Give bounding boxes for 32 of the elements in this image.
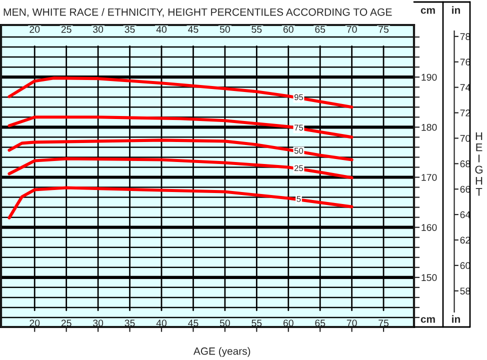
chart-title: MEN, WHITE RACE / ETHNICITY, HEIGHT PERCENTILES ACCORDING TO AGE — [4, 8, 392, 18]
series-label: 75 — [294, 124, 304, 131]
series-label: 5 — [296, 196, 301, 202]
x2-tick-label: 60 — [283, 26, 294, 33]
text: cm — [420, 317, 435, 323]
y2-tick-label: 74 — [460, 84, 470, 91]
x-axis-title: AGE (years) — [193, 347, 250, 357]
y-tick-label: 160 — [422, 224, 437, 231]
x2-tick-label: 65 — [315, 26, 326, 33]
x2-tick-label: 20 — [30, 26, 40, 33]
x2-tick-label: 25 — [61, 26, 72, 33]
y-tick-label: 180 — [422, 124, 437, 131]
x2-tick-label: 75 — [378, 26, 389, 33]
x2-tick-label: 50 — [220, 26, 230, 33]
y-tick-label: 170 — [422, 174, 437, 181]
text: cm — [420, 8, 435, 14]
series-label: 95 — [294, 94, 304, 100]
y2-axis-title: HEIGHT — [475, 132, 482, 196]
series-label: 25 — [294, 165, 304, 172]
x2-tick-label: 70 — [346, 26, 357, 33]
x2-tick-label: 35 — [124, 26, 135, 33]
x2-tick-label: 30 — [93, 26, 104, 33]
y-tick-label: 190 — [422, 74, 437, 81]
x2-tick-label: 45 — [188, 26, 198, 33]
text: in — [452, 315, 460, 323]
text: in — [452, 6, 460, 14]
y2-tick-label: 64 — [460, 211, 470, 218]
x2-tick-label: 40 — [156, 26, 167, 33]
series-label: 50 — [294, 148, 304, 154]
x-tick-label: 40 — [156, 320, 167, 326]
y-tick-label: 150 — [422, 274, 437, 282]
x2-tick-label: 55 — [252, 26, 262, 33]
